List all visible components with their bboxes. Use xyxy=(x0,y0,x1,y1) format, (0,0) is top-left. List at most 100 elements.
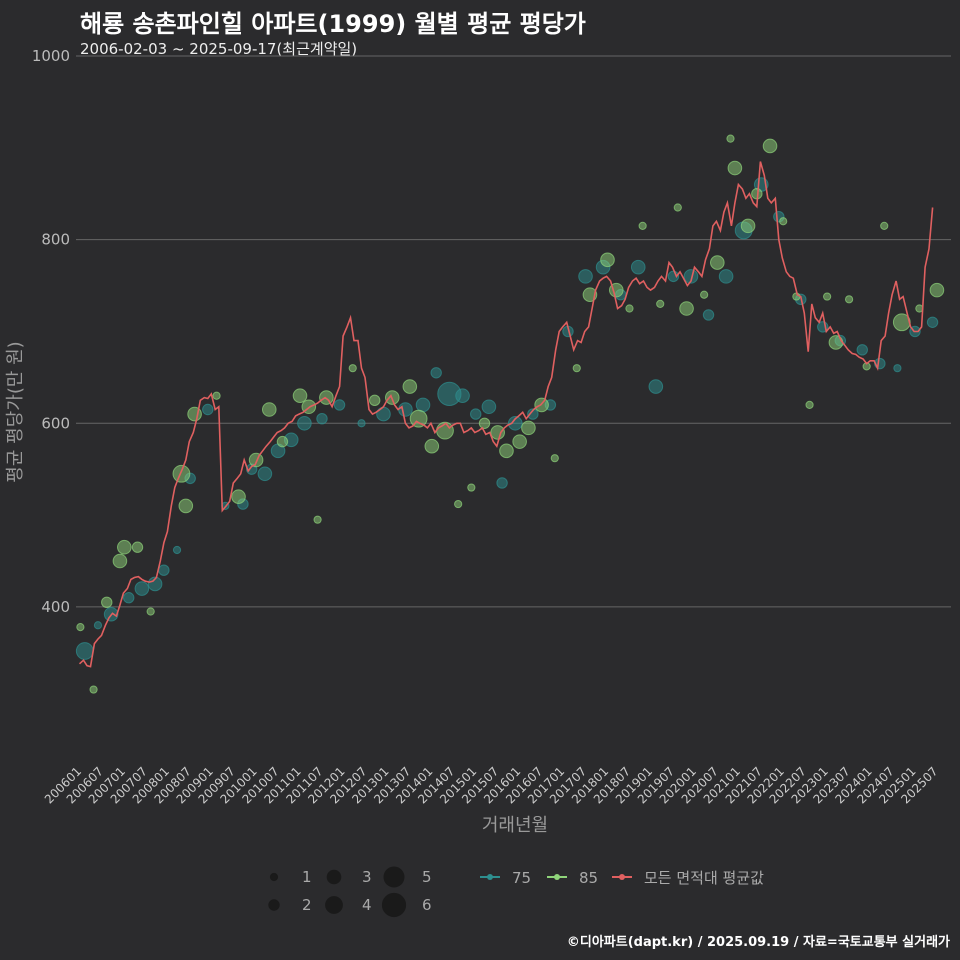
scatter-point-85 xyxy=(805,400,814,410)
scatter-point-85 xyxy=(212,391,221,400)
scatter-point-75 xyxy=(147,576,163,592)
average-price-line xyxy=(78,161,934,668)
scatter-point-85 xyxy=(880,221,889,230)
scatter-point-75 xyxy=(527,408,539,420)
scatter-point-85 xyxy=(112,553,128,569)
y-tick-label: 800 xyxy=(41,231,70,249)
scatter-point-85 xyxy=(512,434,527,449)
scatter-point-75 xyxy=(202,403,214,416)
scatter-point-85 xyxy=(740,218,756,234)
scatter-point-85 xyxy=(673,203,682,212)
scatter-point-75 xyxy=(134,581,150,596)
legend-label: 모든 면적대 평균값 xyxy=(644,869,764,887)
scatter-point-75 xyxy=(455,388,470,404)
scatter-point-75 xyxy=(481,399,497,415)
scatter-point-85 xyxy=(710,255,725,270)
scatter-point-75 xyxy=(926,316,939,328)
scatter-point-85 xyxy=(313,515,322,524)
scatter-point-75 xyxy=(172,545,182,555)
scatter-point-75 xyxy=(333,399,346,411)
size-legend-dot xyxy=(326,869,342,885)
scatter-point-85 xyxy=(762,138,778,154)
scatter-point-85 xyxy=(261,402,277,417)
scatter-point-75 xyxy=(75,642,94,660)
size-legend-dot xyxy=(268,899,280,911)
scatter-point-75 xyxy=(630,259,646,275)
y-tick-labels: 400 600 800 1000 xyxy=(32,47,70,616)
legend-label: 85 xyxy=(579,869,598,887)
x-axis-title: 거래년월 xyxy=(482,815,548,836)
scatter-point-75 xyxy=(718,269,734,284)
scatter-point-85 xyxy=(276,435,289,448)
scatter-point-85 xyxy=(292,388,308,404)
scatter-point-85 xyxy=(779,217,788,226)
average-line xyxy=(78,161,934,668)
scatter-point-85 xyxy=(929,282,945,298)
scatter-point-85 xyxy=(178,498,194,514)
scatter-point-85 xyxy=(424,438,440,454)
scatter-point-85 xyxy=(467,483,476,492)
size-legend-label: 3 xyxy=(362,868,372,886)
y-tick-label: 1000 xyxy=(32,47,70,65)
scatter-point-85 xyxy=(172,464,191,483)
scatter-point-85 xyxy=(638,221,647,230)
scatter-point-75 xyxy=(702,309,715,321)
scatter-point-85 xyxy=(726,134,735,143)
scatter-point-75 xyxy=(893,364,902,373)
scatter-point-85 xyxy=(600,252,615,268)
scatter-point-85 xyxy=(844,295,854,304)
size-legend-label: 1 xyxy=(302,868,312,886)
scatter-point-85 xyxy=(101,596,113,609)
scatter-point-85 xyxy=(679,301,694,316)
scatter-point-75 xyxy=(470,408,482,420)
legend-label: 75 xyxy=(512,869,531,887)
scatter-point-75 xyxy=(123,592,135,604)
scatter-point-85 xyxy=(700,290,709,299)
scatter-point-85 xyxy=(823,292,832,301)
scatter-point-85 xyxy=(490,425,505,440)
scatter-point-75 xyxy=(507,415,523,431)
size-legend-label: 5 xyxy=(422,868,432,886)
legend-point-key xyxy=(619,874,625,880)
scatter-point-75 xyxy=(578,269,593,284)
scatter-point-75 xyxy=(158,564,170,576)
scatter-point-75 xyxy=(648,379,664,394)
scatter-point-85 xyxy=(625,304,634,313)
scatter-point-85 xyxy=(572,364,581,373)
scatter-point-75 xyxy=(357,419,366,428)
scatter-point-85 xyxy=(478,417,491,429)
y-tick-label: 400 xyxy=(41,598,70,616)
scatter-point-75 xyxy=(398,402,413,417)
scatter-point-85 xyxy=(402,379,418,394)
chart-title: 해룡 송촌파인힐 아파트(1999) 월별 평균 평당가 xyxy=(80,10,586,38)
scatter-point-85 xyxy=(231,489,246,505)
size-legend-dot xyxy=(383,866,405,888)
scatter-point-75 xyxy=(856,344,868,356)
scatter-points xyxy=(75,134,945,694)
scatter-point-85 xyxy=(89,685,98,694)
x-tick-labels: 2006012006072007012007072008012008072009… xyxy=(42,764,941,806)
scatter-point-75 xyxy=(257,466,273,482)
scatter-point-85 xyxy=(348,364,357,373)
y-tick-label: 600 xyxy=(41,414,70,432)
scatter-point-85 xyxy=(117,539,132,555)
scatter-point-85 xyxy=(499,443,514,459)
scatter-point-85 xyxy=(248,452,264,468)
legend-point-key xyxy=(487,874,493,880)
scatter-point-85 xyxy=(146,607,155,616)
scatter-point-75 xyxy=(297,415,312,431)
scatter-point-85 xyxy=(368,394,381,407)
size-legend-dot xyxy=(269,872,279,882)
scatter-point-75 xyxy=(415,397,431,413)
source-caption: ©디아파트(dapt.kr) / 2025.09.19 / 자료=국토교통부 실… xyxy=(566,935,950,950)
size-legend-dot xyxy=(325,896,343,914)
size-legend-label: 2 xyxy=(302,896,312,914)
scatter-point-85 xyxy=(550,454,559,463)
scatter-point-85 xyxy=(76,623,85,632)
chart-subtitle: 2006-02-03 ~ 2025-09-17(최근계약일) xyxy=(80,40,358,58)
scatter-point-75 xyxy=(496,477,508,489)
scatter-point-85 xyxy=(656,299,665,309)
scatter-point-85 xyxy=(454,499,463,509)
size-legend-label: 4 xyxy=(362,896,372,914)
